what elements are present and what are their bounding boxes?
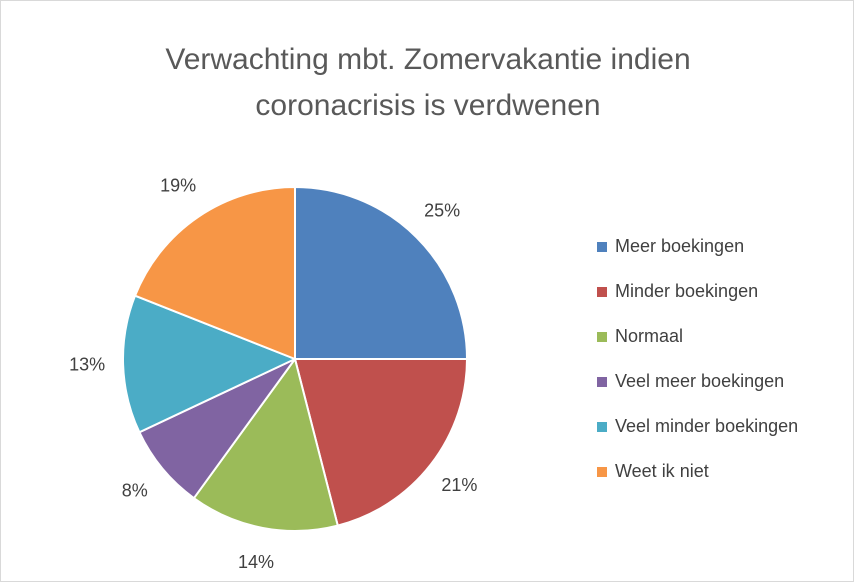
legend-label: Meer boekingen: [615, 236, 744, 256]
chart-title: Verwachting mbt. Zomervakantie indien co…: [165, 43, 691, 122]
pie-slice: [293, 358, 469, 527]
legend-swatch: [597, 332, 607, 342]
data-label: 25%: [424, 201, 460, 221]
legend-swatch: [597, 377, 607, 387]
legend-label: Minder boekingen: [615, 281, 758, 301]
pie-slice: [294, 185, 469, 360]
legend-swatch: [597, 422, 607, 432]
data-label: 8%: [122, 480, 148, 500]
data-label: 14%: [238, 552, 274, 572]
data-label: 13%: [69, 354, 105, 374]
legend-label: Normaal: [615, 326, 683, 346]
data-label: 21%: [441, 475, 477, 495]
pie-slice: [192, 356, 339, 532]
legend-swatch: [597, 467, 607, 477]
legend-swatch: [597, 242, 607, 252]
data-label: 19%: [160, 176, 196, 196]
legend-swatch: [597, 287, 607, 297]
legend-label: Veel meer boekingen: [615, 371, 784, 391]
pie-slice: [133, 185, 296, 361]
legend-label: Weet ik niet: [615, 461, 709, 481]
legend-label: Veel minder boekingen: [615, 416, 798, 436]
pie-slice: [122, 294, 298, 434]
